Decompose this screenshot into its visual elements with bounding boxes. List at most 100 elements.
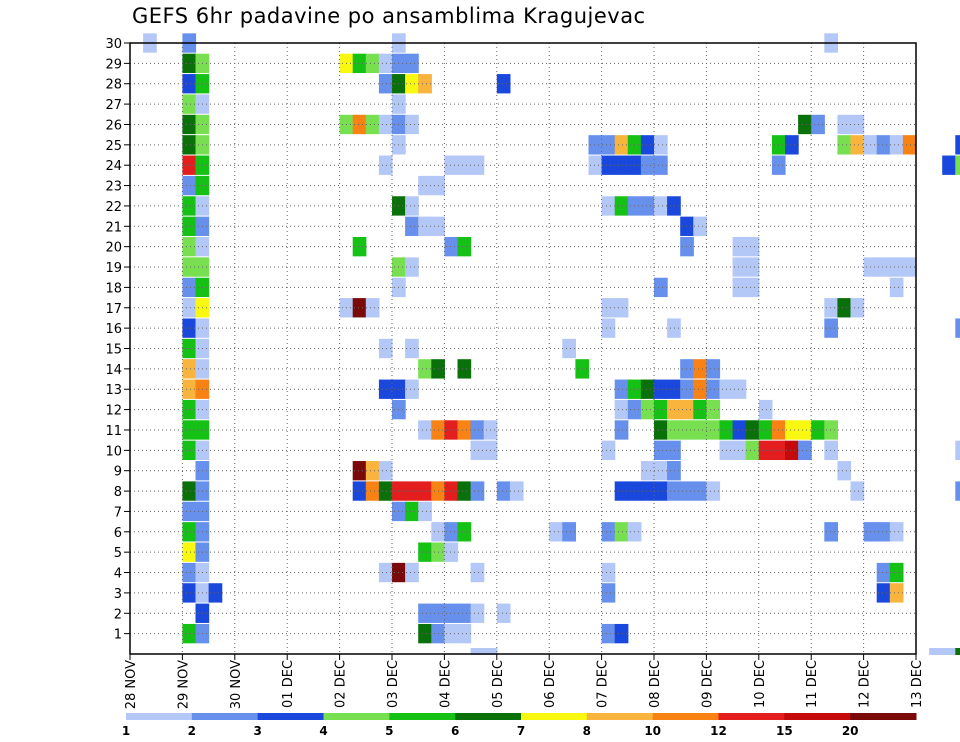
- y-tick-label: 13: [105, 383, 122, 398]
- heat-cell: [640, 461, 655, 481]
- heat-cell: [798, 114, 812, 135]
- heat-cell: [640, 155, 655, 175]
- y-tick-label: 7: [114, 505, 122, 520]
- heat-cell: [614, 399, 629, 420]
- heat-cell: [601, 583, 616, 603]
- heat-cell: [614, 420, 629, 440]
- heat-cell: [824, 318, 838, 338]
- y-tick-label: 25: [105, 139, 122, 154]
- y-tick-label: 11: [105, 424, 122, 439]
- heat-cell: [654, 379, 668, 399]
- heat-cell: [837, 114, 852, 135]
- heat-cell: [496, 74, 511, 94]
- heat-cell: [352, 236, 367, 257]
- x-tick-label: 30 NOV: [229, 660, 244, 709]
- heat-cell: [405, 257, 419, 277]
- y-tick-label: 9: [114, 465, 122, 480]
- y-tick-label: 24: [105, 159, 122, 174]
- heat-cell: [444, 236, 459, 257]
- y-axis: 1234567891011121314151617181920212223242…: [105, 37, 130, 643]
- heat-cell: [955, 155, 960, 175]
- legend-swatch: [126, 713, 193, 720]
- heat-cell: [732, 277, 747, 298]
- legend-swatch: [323, 713, 390, 720]
- heat-cell: [182, 562, 197, 583]
- heat-cell: [208, 583, 223, 603]
- heat-cell: [182, 74, 197, 94]
- heat-cell: [470, 562, 485, 583]
- heat-cell: [758, 420, 773, 440]
- heat-cell: [654, 440, 668, 461]
- heat-cell: [640, 135, 655, 155]
- heat-cell: [955, 481, 960, 501]
- heat-cell: [706, 379, 721, 399]
- heat-cell: [483, 648, 498, 655]
- heat-cell: [182, 298, 197, 318]
- y-tick-label: 15: [105, 343, 122, 358]
- y-tick-label: 6: [114, 526, 122, 541]
- heat-cell: [418, 481, 432, 501]
- x-tick-label: 07 DEC: [596, 660, 611, 708]
- heat-cell: [444, 481, 459, 501]
- heat-cell: [601, 562, 616, 583]
- heat-cell: [601, 623, 616, 644]
- heat-cell: [182, 338, 197, 359]
- heat-cell: [654, 196, 668, 216]
- x-tick-label: 12 DEC: [858, 660, 873, 708]
- heat-cell: [680, 359, 694, 379]
- heat-cell: [352, 53, 367, 74]
- heat-cell: [418, 175, 432, 196]
- heat-cell: [667, 379, 681, 399]
- heat-cell: [693, 216, 707, 236]
- heat-cell: [667, 420, 681, 440]
- heat-cell: [614, 135, 629, 155]
- heat-cell: [876, 135, 891, 155]
- legend-swatch: [652, 713, 719, 720]
- heat-cell: [378, 461, 393, 481]
- heat-cell: [693, 359, 707, 379]
- y-tick-label: 16: [105, 322, 122, 337]
- heat-cell: [693, 420, 707, 440]
- heat-cell: [405, 501, 419, 522]
- heat-cell: [457, 420, 472, 440]
- heat-cell: [378, 338, 393, 359]
- y-tick-label: 19: [105, 261, 122, 276]
- heat-cell: [601, 522, 616, 542]
- legend-label: 2: [188, 724, 196, 738]
- cells-layer: [143, 33, 960, 655]
- heat-cell: [405, 481, 419, 501]
- x-tick-label: 09 DEC: [700, 660, 715, 708]
- heat-cell: [496, 481, 511, 501]
- heat-cell: [457, 359, 472, 379]
- heat-cell: [444, 155, 459, 175]
- heat-cell: [182, 94, 197, 114]
- heat-cell: [182, 481, 197, 501]
- heat-cell: [182, 399, 197, 420]
- heat-cell: [457, 155, 472, 175]
- heat-cell: [444, 420, 459, 440]
- heat-cell: [876, 583, 891, 603]
- legend-swatch: [257, 713, 324, 720]
- y-tick-label: 18: [105, 281, 122, 296]
- y-tick-label: 20: [105, 241, 122, 256]
- heat-cell: [182, 501, 197, 522]
- heat-cell: [405, 196, 419, 216]
- heat-cell: [365, 461, 380, 481]
- heat-cell: [889, 135, 904, 155]
- x-tick-label: 03 DEC: [386, 660, 401, 708]
- heat-cell: [601, 298, 616, 318]
- heat-cell: [182, 522, 197, 542]
- x-tick-label: 11 DEC: [805, 660, 820, 708]
- y-tick-label: 1: [114, 628, 122, 643]
- heat-cell: [601, 135, 616, 155]
- heat-cell: [405, 74, 419, 94]
- y-tick-label: 29: [105, 57, 122, 72]
- heat-cell: [365, 298, 380, 318]
- heat-cell: [614, 155, 629, 175]
- legend-label: 3: [253, 724, 261, 738]
- y-tick-label: 12: [105, 404, 122, 419]
- heat-cell: [182, 216, 197, 236]
- heat-cell: [758, 399, 773, 420]
- heat-cell: [182, 623, 197, 644]
- heat-cell: [562, 522, 576, 542]
